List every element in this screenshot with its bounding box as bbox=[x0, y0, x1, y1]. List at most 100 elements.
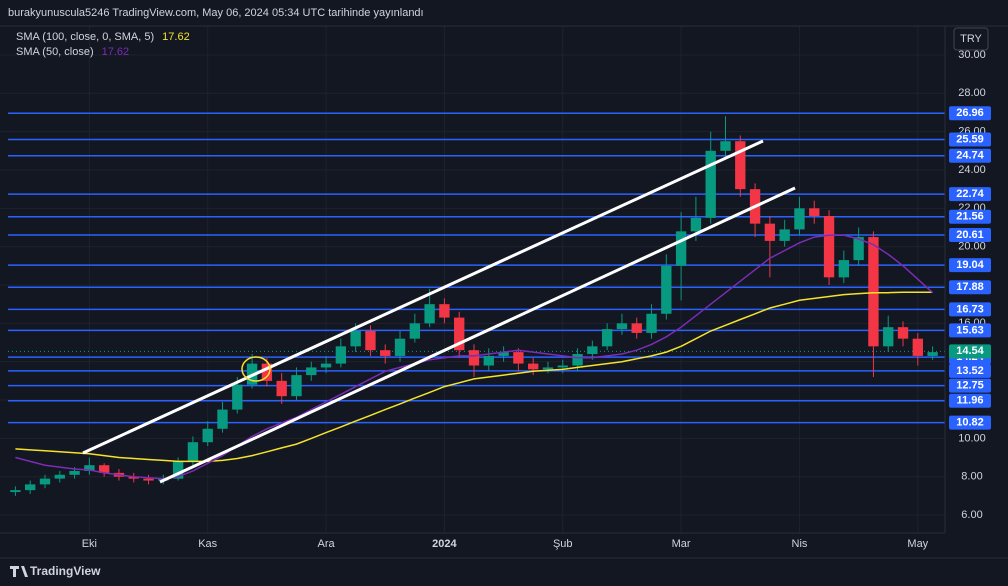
trend-line bbox=[159, 186, 796, 484]
y-tick-label: 6.00 bbox=[961, 509, 982, 521]
candle-body bbox=[823, 215, 835, 278]
candle-body bbox=[454, 317, 465, 351]
candle-body bbox=[54, 474, 65, 479]
candle-body bbox=[483, 355, 494, 366]
candle-body bbox=[794, 208, 805, 230]
candle-body bbox=[690, 217, 702, 232]
levels bbox=[8, 112, 945, 424]
y-tick-label: 8.00 bbox=[961, 471, 982, 483]
candle-body bbox=[513, 352, 524, 364]
currency-button[interactable] bbox=[953, 27, 989, 51]
candle-body bbox=[69, 470, 80, 475]
y-tick-label: 30.00 bbox=[958, 49, 986, 61]
candle-body bbox=[542, 367, 554, 370]
header-text: burakyunuscula5246 TradingView.com, May … bbox=[8, 7, 424, 19]
candle-body bbox=[838, 260, 850, 278]
level-label-box bbox=[949, 258, 991, 273]
candle-body bbox=[587, 346, 598, 355]
candle-body bbox=[365, 331, 376, 351]
y-tick-label: 10.00 bbox=[958, 432, 986, 444]
trend-line bbox=[82, 139, 764, 455]
level-label: 12.75 bbox=[956, 380, 984, 392]
level-label-box bbox=[949, 302, 991, 317]
sma-line bbox=[15, 291, 933, 463]
level-label: 11.96 bbox=[957, 395, 984, 407]
candle-body bbox=[927, 352, 938, 356]
candle-body bbox=[39, 478, 51, 485]
candle-body bbox=[601, 329, 613, 347]
candle-body bbox=[84, 465, 95, 471]
candle-body bbox=[306, 367, 317, 376]
candle-body bbox=[631, 323, 642, 333]
candle-body bbox=[320, 363, 332, 368]
candle-body bbox=[98, 465, 110, 473]
currency-label[interactable]: TRY bbox=[960, 33, 982, 45]
candle-body bbox=[527, 363, 539, 370]
level-label: 21.56 bbox=[956, 211, 984, 223]
candle-body bbox=[661, 265, 672, 314]
x-tick-label: May bbox=[907, 538, 928, 550]
level-label-box bbox=[949, 106, 991, 121]
y-tick-label: 28.00 bbox=[958, 87, 986, 99]
candle-body bbox=[883, 327, 894, 347]
candles bbox=[10, 116, 938, 496]
candle-body bbox=[912, 338, 923, 356]
brand-logo bbox=[10, 566, 28, 577]
candle-body bbox=[128, 476, 139, 479]
level-label: 16.73 bbox=[956, 303, 984, 315]
candle-body bbox=[276, 380, 287, 397]
candle-body bbox=[10, 490, 21, 493]
candle-body bbox=[409, 323, 421, 339]
candle-body bbox=[853, 237, 864, 261]
level-label-box bbox=[949, 363, 991, 378]
candle-body bbox=[424, 304, 435, 324]
level-label: 24.74 bbox=[956, 150, 984, 162]
level-label: 20.61 bbox=[956, 229, 984, 241]
candle-body bbox=[350, 331, 361, 347]
level-label: 15.63 bbox=[956, 324, 984, 336]
last-price-label: 14.54 bbox=[956, 345, 984, 357]
candle-body bbox=[557, 365, 568, 368]
candle-body bbox=[217, 409, 228, 429]
level-label: 13.52 bbox=[956, 365, 984, 377]
candle-body bbox=[394, 338, 406, 356]
price-axis: 6.008.0010.0012.0014.0016.0018.0020.0022… bbox=[949, 49, 991, 521]
level-label-box bbox=[949, 209, 991, 224]
candle-body bbox=[720, 141, 731, 151]
candle-body bbox=[809, 208, 820, 216]
candle-body bbox=[779, 229, 790, 241]
legend-name: SMA (50, close) bbox=[16, 46, 94, 58]
candle-body bbox=[468, 350, 480, 366]
candle-body bbox=[675, 231, 687, 266]
x-tick-label: Şub bbox=[553, 538, 573, 550]
level-label-box bbox=[949, 132, 991, 147]
candle-body bbox=[187, 442, 199, 462]
candle-body bbox=[735, 141, 746, 190]
candle-body bbox=[202, 428, 213, 443]
x-tick-label: Nis bbox=[792, 538, 808, 550]
candle-body bbox=[261, 363, 273, 381]
candle-body bbox=[705, 150, 716, 218]
candle-body bbox=[572, 354, 583, 366]
x-tick-label: Eki bbox=[82, 538, 97, 550]
candle-body bbox=[439, 304, 450, 318]
x-tick-label: Kas bbox=[198, 538, 217, 550]
legend: SMA (100, close, 0, SMA, 5) 17.62 SMA (50,… bbox=[16, 31, 190, 58]
x-tick-label: 2024 bbox=[432, 538, 457, 550]
brand-name: TradingView bbox=[30, 564, 101, 578]
y-tick-label: 24.00 bbox=[958, 164, 986, 176]
level-label: 22.74 bbox=[956, 188, 984, 200]
candle-body bbox=[25, 484, 36, 491]
candle-body bbox=[291, 375, 302, 397]
legend-value: 17.62 bbox=[102, 46, 130, 58]
level-label-box bbox=[949, 187, 991, 202]
x-tick-label: Ara bbox=[318, 538, 336, 550]
level-label-box bbox=[949, 323, 991, 338]
y-tick-label: 20.00 bbox=[958, 241, 986, 253]
level-label: 19.04 bbox=[956, 259, 984, 271]
candle-body bbox=[868, 237, 879, 347]
candle-body bbox=[380, 350, 391, 356]
x-tick-label: Mar bbox=[672, 538, 691, 550]
candle-body bbox=[498, 352, 509, 356]
